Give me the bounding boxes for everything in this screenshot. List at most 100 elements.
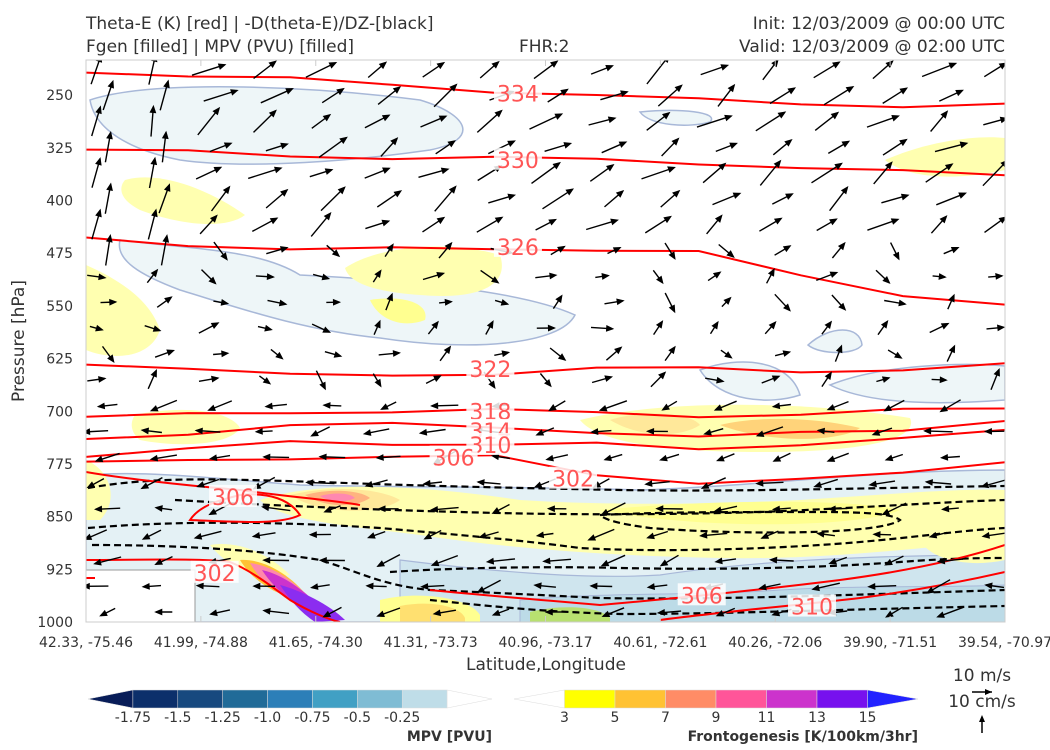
wind-vector-head	[393, 190, 403, 198]
colorbar-swatch	[665, 689, 717, 709]
wind-vector-head	[321, 273, 331, 281]
wind-vector-head	[834, 162, 843, 170]
wind-vector-head	[150, 156, 158, 166]
x-tick-label: 41.99, -74.88	[154, 635, 248, 651]
wind-vector-head	[141, 533, 151, 540]
wind-vector-head	[548, 404, 557, 412]
wind-vector-head	[386, 243, 394, 252]
theta-e-label-bg	[429, 445, 478, 468]
wind-vector-head	[661, 403, 670, 411]
wind-vector-head	[544, 608, 553, 616]
wind-vector-head	[830, 111, 840, 120]
wind-vector-head	[659, 454, 668, 462]
wind-vector-head	[323, 506, 332, 513]
x-tick-label: 39.90, -71.51	[843, 635, 937, 651]
fgen-fill	[86, 460, 111, 520]
theta-e-label: 322	[469, 358, 511, 383]
wind-vector-head	[285, 88, 294, 95]
wind-vector-head	[783, 303, 791, 312]
wind-vector-head	[162, 234, 170, 243]
x-tick-label: 42.33, -75.46	[39, 635, 133, 651]
wind-vector-head	[718, 162, 727, 171]
wind-vector-head	[590, 428, 599, 435]
wind-vector-head	[700, 482, 710, 489]
wind-vector-head	[449, 83, 458, 92]
wind-vector-head	[154, 558, 163, 565]
colorbar-swatch	[357, 689, 403, 709]
fgen-fill	[400, 603, 465, 622]
wind-vector-head	[140, 427, 150, 435]
y-tick-label: 250	[46, 88, 73, 104]
wind-vector-head	[668, 251, 676, 260]
colorbar-tick-label: 7	[661, 710, 670, 726]
wind-vector-head	[86, 481, 96, 489]
wind-vector-head	[374, 269, 382, 278]
wind-vector-head	[269, 217, 279, 225]
wind-vector-head	[900, 193, 910, 201]
wind-vector-head	[95, 157, 102, 166]
wind-vector-head	[381, 114, 391, 122]
wind-vector-head	[149, 104, 157, 114]
wind-vector-head	[995, 272, 1004, 280]
wind-vector-head	[500, 299, 510, 306]
wind-vector-head	[252, 582, 261, 590]
wind-vector-head	[337, 186, 346, 195]
wind-vector-head	[713, 404, 723, 411]
theta-e-label-bg	[209, 484, 258, 507]
colorbar-tick-label: -0.5	[344, 710, 371, 726]
colorbar-tick-label: -0.75	[294, 710, 330, 726]
wind-vector-head	[616, 298, 625, 306]
wind-vector-head	[885, 60, 894, 69]
wind-vector-head	[305, 479, 314, 487]
stability-contour	[429, 598, 1005, 616]
wind-vector-head	[601, 273, 610, 280]
wind-vector-head	[813, 481, 822, 488]
y-axis-label: Pressure [hPa]	[9, 280, 29, 402]
wind-vector-head	[386, 292, 393, 302]
wind-vector-head	[251, 532, 261, 539]
wind-vector-head	[163, 183, 171, 192]
mpv-fill	[89, 86, 464, 165]
wind-vector-head	[784, 138, 793, 147]
wind-vector-head	[440, 167, 450, 175]
wind-vector-head	[646, 532, 655, 540]
wind-vector-head	[658, 371, 667, 380]
wind-vector-head	[816, 427, 826, 435]
wind-vector-head	[899, 87, 909, 95]
y-tick-label: 925	[46, 562, 73, 578]
wind-vector-head	[491, 60, 500, 69]
wind-vector-head	[936, 611, 945, 618]
wind-vector-head	[884, 161, 893, 170]
wind-vector-head	[213, 166, 223, 174]
wind-vector-head	[557, 245, 566, 253]
wind-vector-head	[999, 116, 1005, 124]
wind-vector-head	[208, 454, 218, 462]
wind-vector-head	[280, 142, 289, 150]
stability-contour	[91, 543, 1005, 600]
wind-vector-head	[557, 353, 567, 361]
wind-vector-head	[433, 375, 442, 382]
mpv-colorbar: -1.75 -1.5 -1.25 -1.0 -0.75 -0.5 -0.25	[87, 689, 493, 726]
wind-vector-head	[220, 299, 230, 306]
mpv-fill	[118, 239, 577, 346]
wind-vector-head	[768, 321, 777, 330]
wind-vector-head	[655, 320, 664, 329]
wind-vector-head	[106, 182, 113, 191]
wind-vector-head	[671, 137, 680, 146]
wind-vector-head	[926, 586, 935, 594]
wind-vector-head	[667, 166, 676, 173]
wind-vector-head	[99, 609, 108, 617]
wind-vectors	[86, 60, 1005, 618]
y-tick-label: 400	[46, 194, 73, 210]
wind-vector-head	[899, 138, 908, 147]
wind-vector-head	[716, 455, 725, 462]
wind-vector-head	[884, 454, 894, 462]
colorbar-swatch	[177, 689, 223, 709]
x-tick-label: 41.31, -73.73	[384, 635, 478, 651]
wind-vector-head	[154, 608, 163, 616]
colorbar-tick-label: 5	[611, 710, 620, 726]
wind-vector-head	[890, 218, 900, 225]
fgen-fill	[320, 493, 355, 502]
wind-vector-head	[154, 505, 163, 512]
